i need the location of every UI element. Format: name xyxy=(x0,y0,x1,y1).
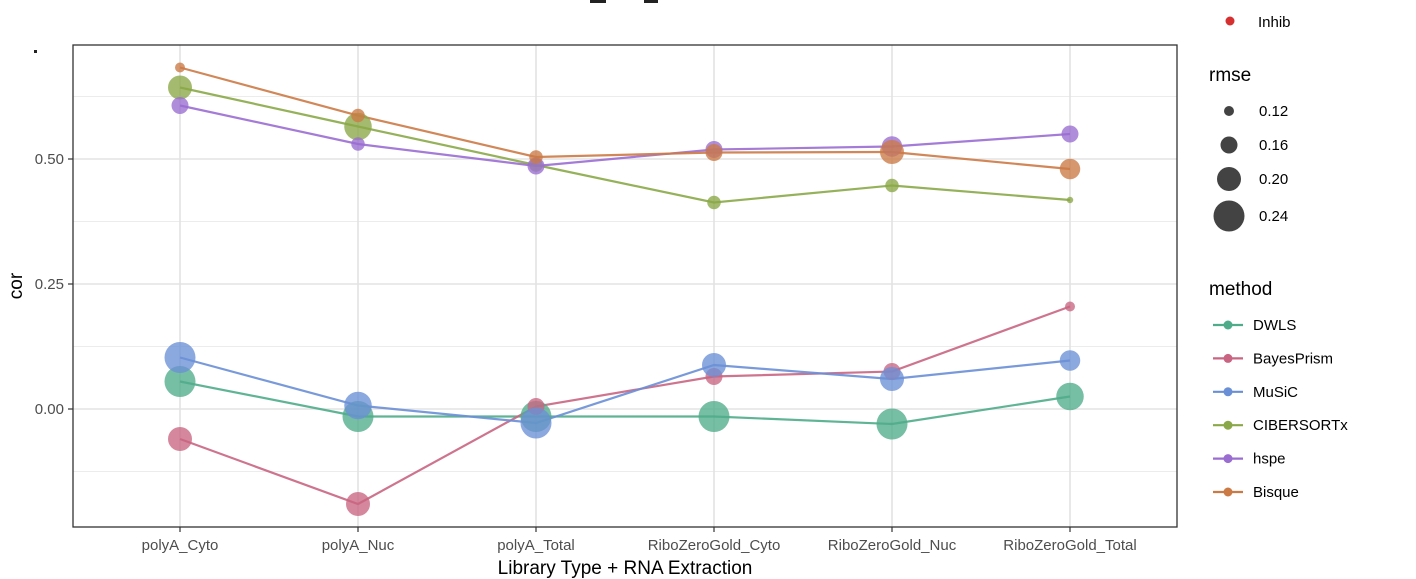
data-point-dwls xyxy=(164,366,196,397)
data-point-bayesprism xyxy=(1065,301,1075,312)
size-legend-key xyxy=(1213,200,1245,232)
legend-key-inhib xyxy=(1225,16,1235,26)
color-legend-key xyxy=(1223,420,1233,430)
color-legend-label: MuSiC xyxy=(1253,384,1298,401)
color-legend-label: Bisque xyxy=(1253,484,1299,501)
size-legend: 0.12 0.16 0.20 0.24 xyxy=(1213,103,1288,232)
data-point-bisque xyxy=(529,150,543,164)
plot-border xyxy=(72,44,1178,528)
size-legend-key xyxy=(1217,167,1241,191)
data-point-music xyxy=(702,353,726,377)
y-tick-label: 0.25 xyxy=(35,276,64,293)
series-line-hspe xyxy=(179,104,1071,168)
series-line-dwls xyxy=(179,380,1071,426)
legend-label-inhib: Inhib xyxy=(1258,14,1291,31)
y-tick-label: 0.00 xyxy=(35,401,64,418)
color-legend-key xyxy=(1223,454,1233,464)
size-legend-label: 0.16 xyxy=(1259,137,1288,154)
data-point-cibersortx xyxy=(1066,196,1074,204)
data-point-cibersortx xyxy=(168,75,192,100)
color-legend-label: BayesPrism xyxy=(1253,350,1333,367)
data-point-cibersortx xyxy=(885,178,899,193)
series-line-cibersortx xyxy=(179,86,1071,204)
series-line-bisque xyxy=(179,66,1071,171)
size-legend-label: 0.12 xyxy=(1259,103,1288,120)
x-tick-label: polyA_Total xyxy=(497,537,575,554)
data-point-cibersortx xyxy=(707,195,721,210)
x-tick-label: RiboZeroGold_Total xyxy=(1003,537,1136,554)
data-point-bayesprism xyxy=(168,427,192,451)
data-point-bisque xyxy=(705,144,723,161)
data-point-music xyxy=(164,342,196,373)
y-axis: 0.00 0.25 0.50 xyxy=(35,151,73,418)
data-point-bayesprism xyxy=(346,492,370,516)
series-line-bayesprism xyxy=(179,305,1071,506)
data-point-cibersortx xyxy=(344,112,372,141)
x-tick-label: RiboZeroGold_Cyto xyxy=(648,537,781,554)
color-legend: DWLS BayesPrism MuSiC CIBERSORTx hspe Bisque xyxy=(1213,317,1348,501)
x-tick-label: polyA_Cyto xyxy=(142,537,219,554)
color-legend-label: hspe xyxy=(1253,451,1286,468)
series-line-music xyxy=(179,356,1071,425)
data-point-bisque xyxy=(175,62,185,73)
y-tick-label: 0.50 xyxy=(35,151,64,168)
data-point-music xyxy=(344,391,372,420)
y-axis-title: cor xyxy=(6,272,27,299)
data-point-bisque xyxy=(351,108,365,123)
size-legend-title: rmse xyxy=(1209,65,1251,86)
clipped-strip-fragment xyxy=(34,50,37,53)
color-legend-label: CIBERSORTx xyxy=(1253,417,1348,434)
color-legend-key xyxy=(1223,387,1233,397)
data-point-music xyxy=(520,407,552,439)
x-tick-label: RiboZeroGold_Nuc xyxy=(828,537,957,554)
legend: Inhib rmse 0.12 0.16 0.20 0.24 method DWLS B… xyxy=(1209,14,1348,501)
grid-minor xyxy=(73,96,1177,472)
data-point-hspe xyxy=(1061,125,1079,143)
clipped-title-fragment xyxy=(590,0,606,3)
data-point-hspe xyxy=(351,137,365,151)
data-point-hspe xyxy=(171,97,189,114)
color-legend-label: DWLS xyxy=(1253,317,1296,334)
x-axis: polyA_Cyto polyA_Nuc polyA_Total RiboZeroGo… xyxy=(142,527,1137,554)
data-point-music xyxy=(1059,350,1081,371)
clipped-title-fragment xyxy=(644,0,658,3)
x-tick-label: polyA_Nuc xyxy=(322,537,395,554)
size-legend-key xyxy=(1220,136,1238,154)
data-point-dwls xyxy=(1056,382,1084,411)
size-legend-key xyxy=(1224,106,1234,116)
data-point-dwls xyxy=(698,401,730,432)
series-points xyxy=(164,62,1084,516)
size-legend-label: 0.20 xyxy=(1259,171,1288,188)
data-point-dwls xyxy=(876,408,908,440)
color-legend-key xyxy=(1223,353,1233,363)
size-legend-label: 0.24 xyxy=(1259,208,1288,225)
x-axis-title: Library Type + RNA Extraction xyxy=(498,558,753,579)
color-legend-title: method xyxy=(1209,279,1272,300)
plot-panel xyxy=(73,45,1177,527)
data-point-music xyxy=(880,367,904,391)
series-lines xyxy=(179,66,1071,506)
data-point-bisque xyxy=(1059,158,1081,180)
color-legend-key xyxy=(1223,487,1233,497)
data-point-bisque xyxy=(880,140,904,164)
color-legend-key xyxy=(1223,320,1233,330)
